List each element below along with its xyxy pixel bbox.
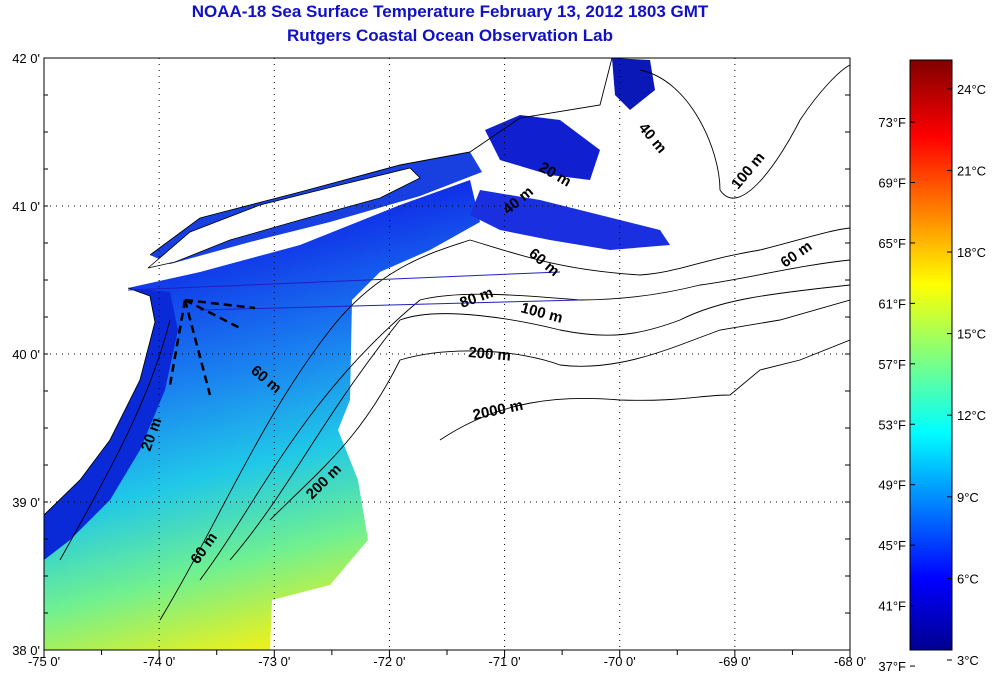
fahrenheit-label: 65°F [878, 236, 906, 251]
fahrenheit-label: 41°F [878, 599, 906, 614]
lon-tick-label: -74 0' [143, 654, 175, 669]
fahrenheit-label: 53°F [878, 417, 906, 432]
contour-20m [59, 319, 171, 561]
contour-100m [229, 284, 850, 561]
dashed-track [168, 299, 187, 386]
lat-tick-label: 39 0' [12, 495, 40, 510]
lat-tick-label: 40 0' [12, 347, 40, 362]
axes: -75 0' -74 0' -73 0' -72 0' -71 0' -70 0' -69 … [12, 51, 866, 669]
contour-label: 60 m [525, 245, 562, 280]
lat-tick-label: 42 0' [12, 51, 40, 66]
colorbar-ticks: 24°C 21°C 18°C 15°C 12°C 9°C 6°C 3°C 73°F 69°F 65°… [878, 82, 986, 674]
dashed-track [184, 298, 241, 330]
sst-layer [44, 58, 670, 650]
contour-label: 100 m [728, 149, 768, 193]
sst-shelf-water [44, 180, 480, 650]
map-subtitle: Rutgers Coastal Ocean Observation Lab [287, 26, 613, 45]
fahrenheit-label: 45°F [878, 538, 906, 553]
colorbar [909, 59, 953, 651]
celsius-label: 12°C [957, 408, 986, 423]
fahrenheit-label: 73°F [878, 115, 906, 130]
fahrenheit-label: 57°F [878, 357, 906, 372]
contour-label: 2000 m [471, 397, 524, 424]
fahrenheit-label: 69°F [878, 175, 906, 190]
lon-tick-label: -69 0' [719, 654, 751, 669]
sst-cape-cod-water [485, 115, 600, 180]
dashed-track [184, 298, 256, 310]
fahrenheit-label: 37°F [878, 659, 906, 674]
contour-60m [159, 227, 850, 621]
lon-tick-label: -71 0' [489, 654, 521, 669]
contour-200m [269, 299, 850, 521]
fahrenheit-label: 61°F [878, 296, 906, 311]
glider-tracks [168, 298, 256, 396]
contour-100m-gulf [639, 64, 850, 199]
lon-tick-label: -70 0' [604, 654, 636, 669]
contour-2000m [439, 339, 850, 441]
celsius-label: 6°C [957, 571, 979, 586]
lat-tick-label: 38 0' [12, 643, 40, 658]
transect-line [127, 271, 561, 291]
celsius-label: 15°C [957, 327, 986, 342]
celsius-label: 21°C [957, 163, 986, 178]
contour-label: 60 m [778, 238, 816, 272]
coastline [44, 58, 613, 516]
lon-tick-label: -73 0' [258, 654, 290, 669]
contour-80m [199, 259, 850, 581]
celsius-label: 24°C [957, 82, 986, 97]
contour-label: 40 m [635, 120, 670, 157]
sst-shoals-water [470, 190, 670, 250]
sst-coastal-cold-strip [44, 288, 178, 560]
lon-tick-label: -72 0' [373, 654, 405, 669]
transect-lines [127, 271, 581, 311]
gridlines [44, 58, 850, 650]
contour-lines [44, 58, 850, 621]
fahrenheit-label: 49°F [878, 478, 906, 493]
celsius-label: 9°C [957, 490, 979, 505]
sst-bay-water [612, 58, 655, 110]
lon-tick-label: -75 0' [28, 654, 60, 669]
contour-label: 80 m [458, 284, 496, 312]
celsius-label: 3°C [957, 653, 979, 668]
map-title: NOAA-18 Sea Surface Temperature February… [191, 2, 709, 21]
transect-line [199, 299, 581, 311]
dashed-track [183, 299, 212, 396]
contour-label: 200 m [468, 344, 512, 365]
sst-long-island [147, 167, 421, 269]
lon-tick-label: -68 0' [834, 654, 866, 669]
lat-tick-label: 41 0' [12, 199, 40, 214]
celsius-label: 18°C [957, 245, 986, 260]
